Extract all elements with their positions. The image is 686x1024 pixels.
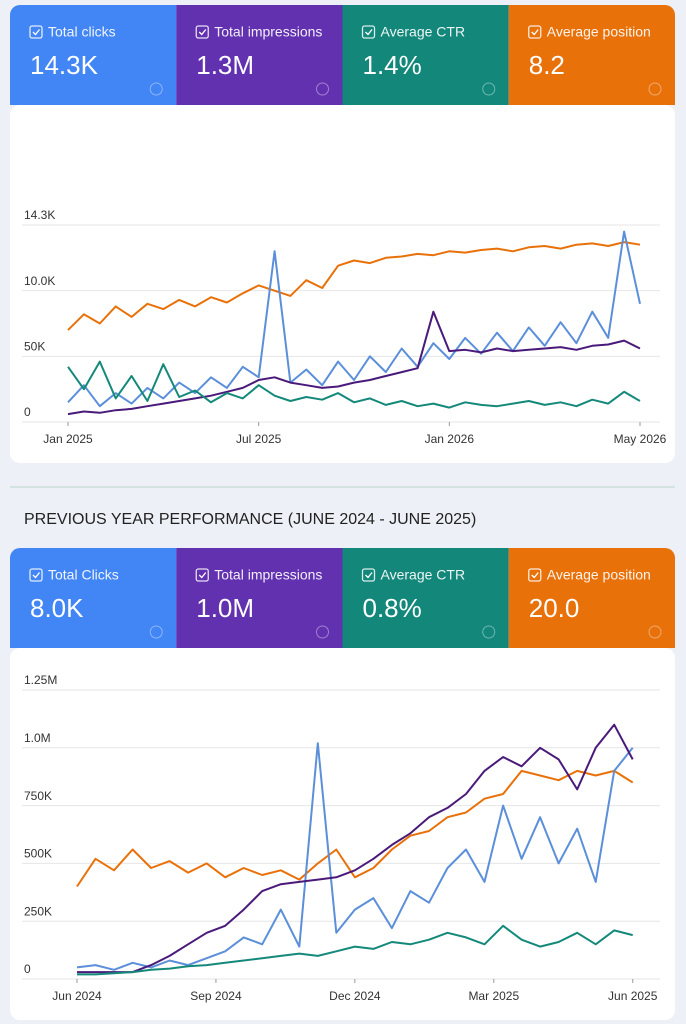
metric-value: 8.2 [529,50,565,80]
y-tick-label: 14.3K [24,208,55,222]
x-tick-label: Mar 2025 [468,989,519,1003]
metric-card[interactable] [176,548,343,648]
y-tick-label: 10.0K [24,274,55,288]
checkbox-check [365,572,373,579]
checkbox-check [198,572,207,579]
checkbox-check [531,29,539,36]
checkbox-check [198,29,207,36]
metric-label: Total clicks [48,24,116,40]
help-icon [316,82,329,96]
section-title: PREVIOUS YEAR PERFORMANCE (JUNE 2024 - J… [24,511,476,528]
checkbox-icon [195,25,209,39]
metric-card[interactable] [10,5,177,105]
y-tick-label: 0 [24,962,31,976]
chart-panel [10,105,675,463]
help-icon [648,82,662,96]
checkbox-icon [195,568,209,582]
metric-label: Average position [547,24,651,40]
help-icon [482,625,496,639]
x-tick-label: Sep 2024 [190,989,242,1003]
metric-card[interactable] [10,548,177,648]
metric-card[interactable] [508,5,675,105]
series-line [77,723,634,974]
checkbox-check [531,572,539,579]
x-tick-label: May 2026 [614,432,667,446]
series-line [67,230,641,408]
metric-value: 0.8% [363,593,422,623]
help-icon [316,625,329,639]
checkbox-check [32,572,41,579]
x-tick-label: Jan 2025 [43,432,93,446]
metric-label: Total impressions [214,567,322,583]
metric-card[interactable] [342,5,509,105]
series-line [67,241,641,331]
series-line [77,924,633,976]
metric-label: Total impressions [214,24,322,40]
checkbox-icon [528,568,542,582]
metric-label: Average CTR [381,567,466,583]
metric-value: 20.0 [529,593,580,623]
metric-card[interactable] [176,5,343,105]
help-icon [149,82,163,96]
help-icon [482,82,496,96]
y-tick-label: 1.25M [24,673,57,687]
metric-label: Average CTR [381,24,466,40]
y-tick-label: 750K [24,789,52,803]
metric-value: 1.3M [196,50,254,80]
metric-value: 14.3K [30,50,99,80]
x-tick-label: Jul 2025 [236,432,282,446]
series-line [67,310,641,416]
checkbox-icon [29,25,43,39]
help-icon [149,625,163,639]
metric-value: 1.4% [363,50,422,80]
series-line [67,360,641,409]
help-icon [648,625,662,639]
x-tick-label: Dec 2024 [329,989,381,1003]
x-tick-label: Jun 2025 [608,989,658,1003]
series-line [76,742,634,971]
y-tick-label: 250K [24,904,52,918]
metric-value: 8.0K [30,593,84,623]
y-tick-label: 0 [24,405,31,419]
checkbox-icon [528,25,542,39]
y-tick-label: 500K [24,847,52,861]
y-tick-label: 50K [24,340,45,354]
metric-card[interactable] [342,548,509,648]
checkbox-icon [29,568,43,582]
checkbox-check [32,29,41,36]
checkbox-icon [361,25,376,39]
x-tick-label: Jan 2026 [425,432,475,446]
checkbox-check [365,29,373,36]
metric-label: Average position [547,567,651,583]
chart-panel [10,648,675,1020]
metric-card[interactable] [508,548,675,648]
checkbox-icon [361,568,376,582]
metric-value: 1.0M [196,593,254,623]
metric-label: Total Clicks [48,567,119,583]
series-line [76,769,634,888]
x-tick-label: Jun 2024 [52,989,102,1003]
y-tick-label: 1.0M [24,731,51,745]
